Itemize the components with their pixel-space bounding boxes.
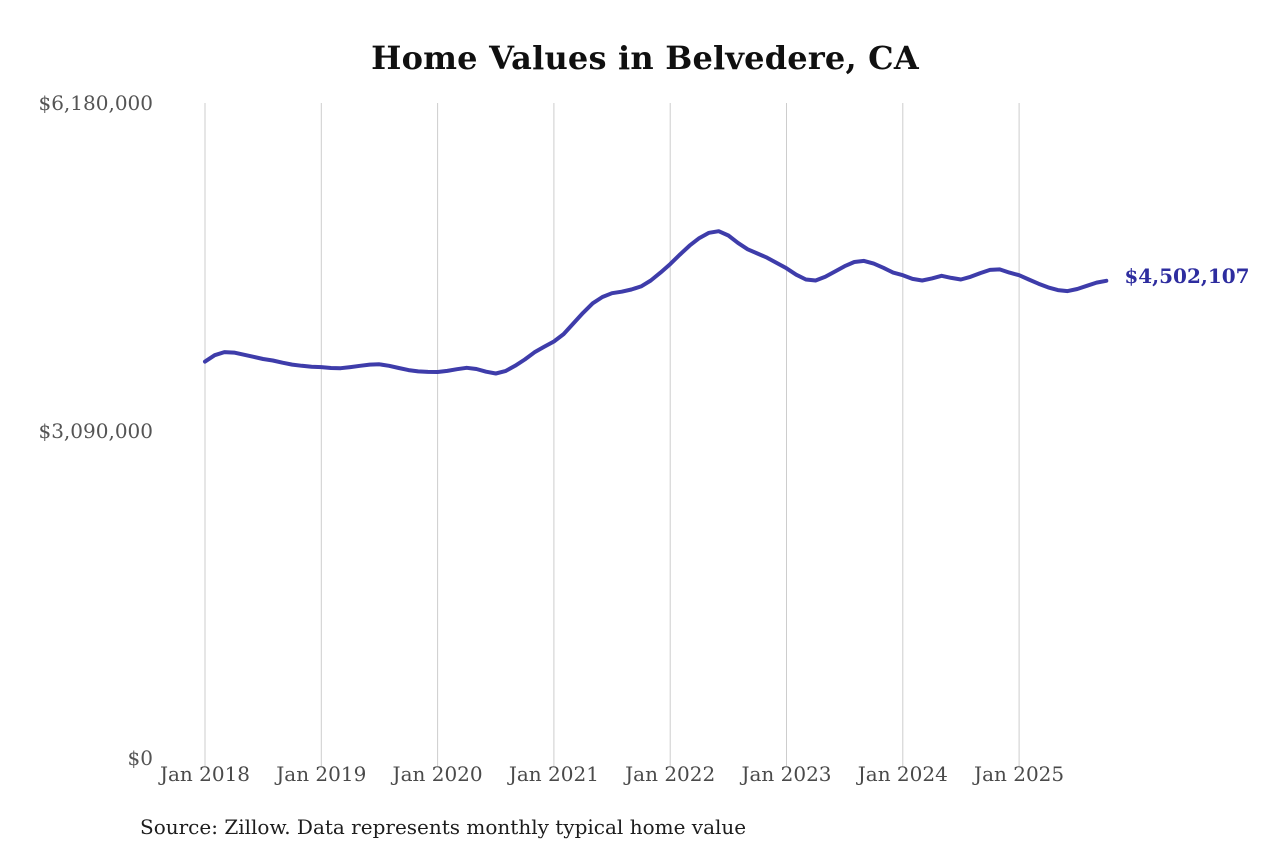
x-tick-label-jan-2023: Jan 2023	[741, 762, 832, 786]
x-tick-label-jan-2024: Jan 2024	[857, 762, 948, 786]
chart-title: Home Values in Belvedere, CA	[371, 39, 919, 77]
x-tick-label-jan-2025: Jan 2025	[974, 762, 1065, 786]
latest-value-label: $4,502,107	[1124, 263, 1250, 288]
year-gridlines	[204, 103, 1020, 766]
x-tick-label-jan-2020: Jan 2020	[392, 762, 483, 786]
y-tick-label-0: $0	[127, 746, 153, 770]
y-tick-label-6180000: $6,180,000	[38, 91, 153, 115]
x-tick-label-jan-2022: Jan 2022	[625, 762, 716, 786]
source-note: Source: Zillow. Data represents monthly …	[140, 815, 747, 839]
x-tick-label-jan-2021: Jan 2021	[508, 762, 599, 786]
x-tick-label-jan-2018: Jan 2018	[159, 762, 251, 786]
x-tick-label-jan-2019: Jan 2019	[276, 762, 367, 786]
y-tick-label-3090000: $3,090,000	[38, 418, 153, 443]
home-value-line	[203, 229, 1109, 376]
